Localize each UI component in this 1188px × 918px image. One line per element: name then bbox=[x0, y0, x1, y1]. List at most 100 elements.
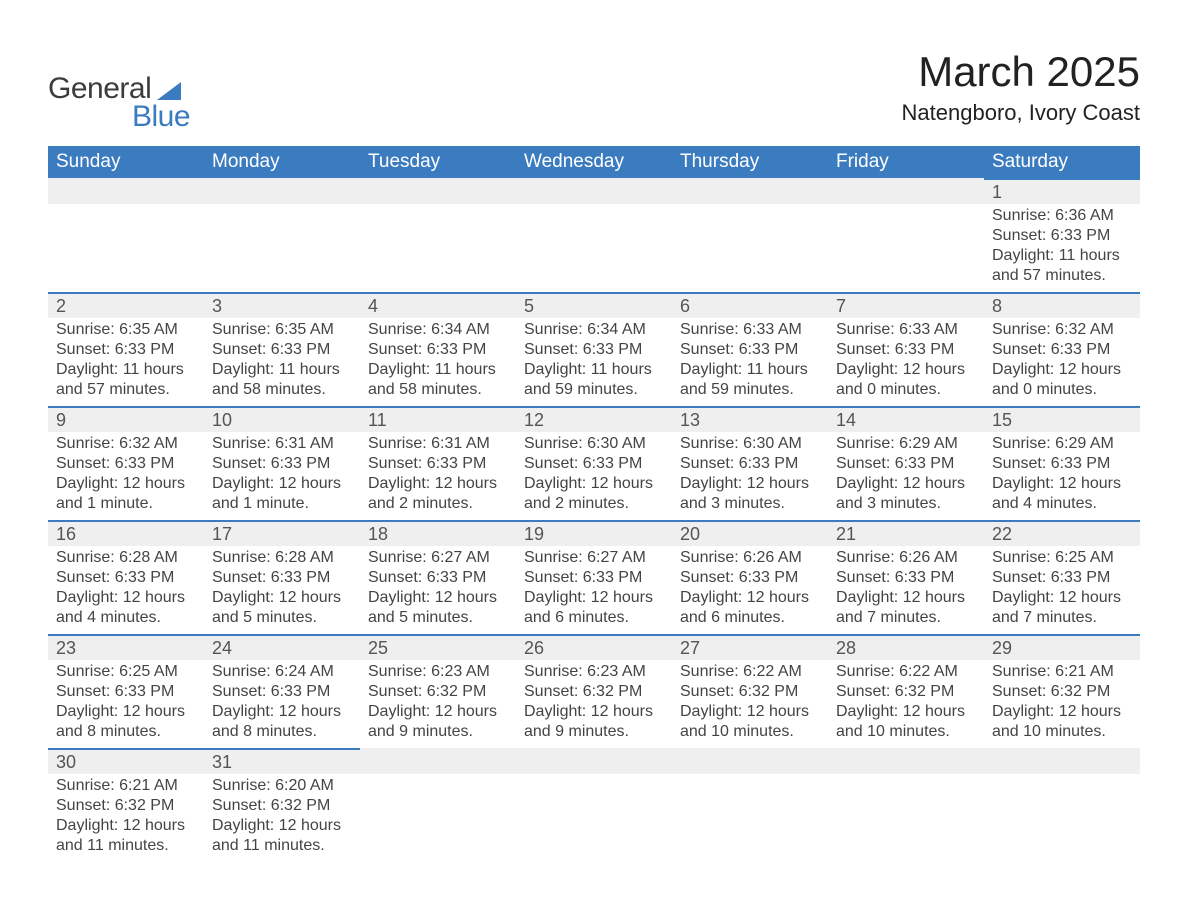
empty-day-body bbox=[516, 774, 672, 854]
daylight-line: Daylight: 12 hours and 1 minute. bbox=[212, 474, 352, 514]
empty-day-body bbox=[204, 204, 360, 284]
daylight-line: Daylight: 12 hours and 2 minutes. bbox=[368, 474, 508, 514]
day-number: 9 bbox=[48, 406, 204, 432]
day-details: Sunrise: 6:30 AMSunset: 6:33 PMDaylight:… bbox=[672, 432, 828, 520]
day-details: Sunrise: 6:21 AMSunset: 6:32 PMDaylight:… bbox=[984, 660, 1140, 748]
empty-day-head bbox=[516, 178, 672, 204]
daylight-line: Daylight: 12 hours and 4 minutes. bbox=[992, 474, 1132, 514]
daylight-line: Daylight: 12 hours and 11 minutes. bbox=[212, 816, 352, 856]
sunrise-line: Sunrise: 6:36 AM bbox=[992, 206, 1132, 226]
daylight-line: Daylight: 12 hours and 4 minutes. bbox=[56, 588, 196, 628]
empty-day-body bbox=[360, 204, 516, 284]
sunrise-line: Sunrise: 6:24 AM bbox=[212, 662, 352, 682]
day-number: 14 bbox=[828, 406, 984, 432]
day-number: 17 bbox=[204, 520, 360, 546]
sunrise-line: Sunrise: 6:30 AM bbox=[524, 434, 664, 454]
sunset-line: Sunset: 6:33 PM bbox=[992, 568, 1132, 588]
day-number: 8 bbox=[984, 292, 1140, 318]
sunset-line: Sunset: 6:33 PM bbox=[56, 568, 196, 588]
day-details: Sunrise: 6:25 AMSunset: 6:33 PMDaylight:… bbox=[984, 546, 1140, 634]
daylight-line: Daylight: 11 hours and 59 minutes. bbox=[680, 360, 820, 400]
sunset-line: Sunset: 6:33 PM bbox=[524, 454, 664, 474]
daylight-line: Daylight: 11 hours and 58 minutes. bbox=[212, 360, 352, 400]
dayname-header: Wednesday bbox=[516, 146, 672, 178]
day-number: 6 bbox=[672, 292, 828, 318]
day-details: Sunrise: 6:23 AMSunset: 6:32 PMDaylight:… bbox=[516, 660, 672, 748]
day-number: 19 bbox=[516, 520, 672, 546]
day-number: 27 bbox=[672, 634, 828, 660]
sunset-line: Sunset: 6:33 PM bbox=[524, 568, 664, 588]
day-details: Sunrise: 6:30 AMSunset: 6:33 PMDaylight:… bbox=[516, 432, 672, 520]
daylight-line: Daylight: 12 hours and 1 minute. bbox=[56, 474, 196, 514]
location-subtitle: Natengboro, Ivory Coast bbox=[902, 100, 1140, 126]
week-body-row: Sunrise: 6:32 AMSunset: 6:33 PMDaylight:… bbox=[48, 432, 1140, 520]
sunset-line: Sunset: 6:32 PM bbox=[212, 796, 352, 816]
day-details: Sunrise: 6:33 AMSunset: 6:33 PMDaylight:… bbox=[828, 318, 984, 406]
day-number: 3 bbox=[204, 292, 360, 318]
month-title: March 2025 bbox=[902, 48, 1140, 96]
sunset-line: Sunset: 6:33 PM bbox=[212, 454, 352, 474]
day-number: 30 bbox=[48, 748, 204, 774]
empty-day-head bbox=[204, 178, 360, 204]
sunset-line: Sunset: 6:33 PM bbox=[992, 340, 1132, 360]
day-details: Sunrise: 6:31 AMSunset: 6:33 PMDaylight:… bbox=[204, 432, 360, 520]
day-number: 10 bbox=[204, 406, 360, 432]
daylight-line: Daylight: 11 hours and 59 minutes. bbox=[524, 360, 664, 400]
sunrise-line: Sunrise: 6:34 AM bbox=[368, 320, 508, 340]
day-number: 13 bbox=[672, 406, 828, 432]
daylight-line: Daylight: 12 hours and 0 minutes. bbox=[992, 360, 1132, 400]
sunrise-line: Sunrise: 6:29 AM bbox=[992, 434, 1132, 454]
daylight-line: Daylight: 12 hours and 2 minutes. bbox=[524, 474, 664, 514]
empty-day-body bbox=[516, 204, 672, 284]
empty-day-body bbox=[672, 204, 828, 284]
daylight-line: Daylight: 12 hours and 6 minutes. bbox=[524, 588, 664, 628]
sunset-line: Sunset: 6:33 PM bbox=[212, 682, 352, 702]
day-details: Sunrise: 6:35 AMSunset: 6:33 PMDaylight:… bbox=[204, 318, 360, 406]
sunrise-line: Sunrise: 6:27 AM bbox=[368, 548, 508, 568]
week-head-row: 23242526272829 bbox=[48, 634, 1140, 660]
sunset-line: Sunset: 6:33 PM bbox=[992, 226, 1132, 246]
sunrise-line: Sunrise: 6:33 AM bbox=[680, 320, 820, 340]
sunrise-line: Sunrise: 6:32 AM bbox=[992, 320, 1132, 340]
sunset-line: Sunset: 6:33 PM bbox=[368, 568, 508, 588]
sunset-line: Sunset: 6:33 PM bbox=[836, 340, 976, 360]
week-head-row: 9101112131415 bbox=[48, 406, 1140, 432]
title-block: March 2025 Natengboro, Ivory Coast bbox=[902, 48, 1140, 126]
day-number: 21 bbox=[828, 520, 984, 546]
daylight-line: Daylight: 12 hours and 9 minutes. bbox=[368, 702, 508, 742]
day-number: 12 bbox=[516, 406, 672, 432]
daylight-line: Daylight: 12 hours and 7 minutes. bbox=[836, 588, 976, 628]
empty-day-head bbox=[984, 748, 1140, 774]
day-details: Sunrise: 6:28 AMSunset: 6:33 PMDaylight:… bbox=[48, 546, 204, 634]
day-number: 15 bbox=[984, 406, 1140, 432]
dayname-header: Sunday bbox=[48, 146, 204, 178]
day-details: Sunrise: 6:32 AMSunset: 6:33 PMDaylight:… bbox=[984, 318, 1140, 406]
sunrise-line: Sunrise: 6:35 AM bbox=[212, 320, 352, 340]
dayname-header: Thursday bbox=[672, 146, 828, 178]
empty-day-head bbox=[672, 748, 828, 774]
dayname-header-row: Sunday Monday Tuesday Wednesday Thursday… bbox=[48, 146, 1140, 178]
sunset-line: Sunset: 6:33 PM bbox=[680, 454, 820, 474]
day-details: Sunrise: 6:35 AMSunset: 6:33 PMDaylight:… bbox=[48, 318, 204, 406]
daylight-line: Daylight: 12 hours and 10 minutes. bbox=[992, 702, 1132, 742]
sunrise-line: Sunrise: 6:20 AM bbox=[212, 776, 352, 796]
empty-day-body bbox=[672, 774, 828, 854]
day-details: Sunrise: 6:34 AMSunset: 6:33 PMDaylight:… bbox=[516, 318, 672, 406]
sunset-line: Sunset: 6:33 PM bbox=[680, 568, 820, 588]
week-body-row: Sunrise: 6:25 AMSunset: 6:33 PMDaylight:… bbox=[48, 660, 1140, 748]
sunset-line: Sunset: 6:33 PM bbox=[56, 454, 196, 474]
sunrise-line: Sunrise: 6:22 AM bbox=[680, 662, 820, 682]
week-head-row: 16171819202122 bbox=[48, 520, 1140, 546]
day-number: 18 bbox=[360, 520, 516, 546]
sunrise-line: Sunrise: 6:28 AM bbox=[56, 548, 196, 568]
sunrise-line: Sunrise: 6:23 AM bbox=[368, 662, 508, 682]
day-number: 2 bbox=[48, 292, 204, 318]
day-number: 28 bbox=[828, 634, 984, 660]
daylight-line: Daylight: 11 hours and 58 minutes. bbox=[368, 360, 508, 400]
day-details: Sunrise: 6:20 AMSunset: 6:32 PMDaylight:… bbox=[204, 774, 360, 862]
empty-day-head bbox=[516, 748, 672, 774]
daylight-line: Daylight: 12 hours and 3 minutes. bbox=[836, 474, 976, 514]
sunset-line: Sunset: 6:33 PM bbox=[992, 454, 1132, 474]
page-header: General Blue March 2025 Natengboro, Ivor… bbox=[48, 48, 1140, 134]
sunset-line: Sunset: 6:33 PM bbox=[836, 568, 976, 588]
